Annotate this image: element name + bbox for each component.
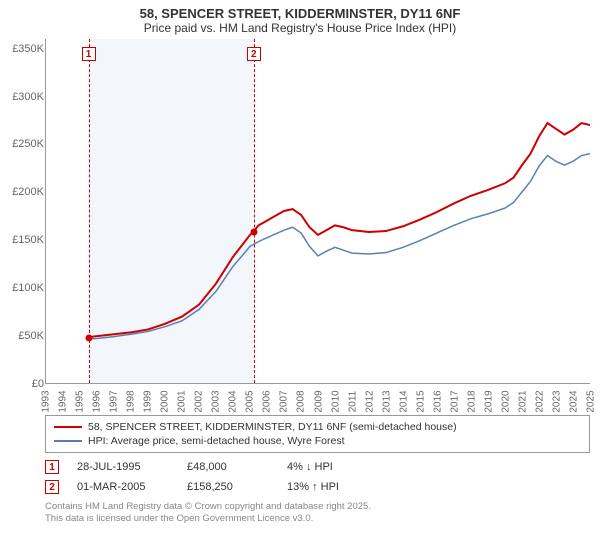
- x-tick-label: 1996: [92, 390, 103, 412]
- sale-dot: [250, 229, 257, 236]
- x-tick-label: 1999: [143, 390, 154, 412]
- y-tick-label: £350K: [0, 43, 44, 55]
- y-tick-label: £0: [0, 378, 44, 390]
- legend-row: HPI: Average price, semi-detached house,…: [54, 434, 581, 448]
- sale-marker-box: 1: [82, 47, 96, 61]
- x-tick-label: 2014: [398, 390, 409, 412]
- sale-pct: 4% ↓ HPI: [287, 461, 397, 473]
- series-property: [89, 123, 590, 337]
- y-tick-label: £100K: [0, 282, 44, 294]
- chart-area: £0£50K£100K£150K£200K£250K£300K£350K1993…: [45, 39, 590, 409]
- x-tick-label: 2016: [432, 390, 443, 412]
- x-tick-label: 2025: [586, 390, 597, 412]
- copyright-line1: Contains HM Land Registry data © Crown c…: [45, 501, 590, 513]
- x-tick-label: 2000: [160, 390, 171, 412]
- legend-row: 58, SPENCER STREET, KIDDERMINSTER, DY11 …: [54, 420, 581, 434]
- copyright-notice: Contains HM Land Registry data © Crown c…: [45, 501, 590, 525]
- x-tick-label: 2015: [415, 390, 426, 412]
- x-tick-label: 2023: [551, 390, 562, 412]
- x-tick-label: 2013: [381, 390, 392, 412]
- y-tick-label: £150K: [0, 234, 44, 246]
- x-tick-label: 2001: [177, 390, 188, 412]
- x-tick-label: 2006: [262, 390, 273, 412]
- sale-dot: [85, 335, 92, 342]
- x-tick-label: 2010: [330, 390, 341, 412]
- sale-price: £48,000: [187, 461, 287, 473]
- sale-num-box: 1: [45, 460, 59, 474]
- title-address: 58, SPENCER STREET, KIDDERMINSTER, DY11 …: [0, 6, 600, 21]
- sale-row: 1 28-JUL-1995£48,0004% ↓ HPI: [45, 457, 590, 477]
- y-tick-label: £200K: [0, 186, 44, 198]
- x-tick-label: 2020: [500, 390, 511, 412]
- x-tick-label: 1994: [58, 390, 69, 412]
- sale-pct: 13% ↑ HPI: [287, 481, 397, 493]
- x-tick-label: 2017: [449, 390, 460, 412]
- plot-area: £0£50K£100K£150K£200K£250K£300K£350K1993…: [45, 39, 590, 384]
- sale-date: 28-JUL-1995: [77, 461, 187, 473]
- y-tick-label: £250K: [0, 138, 44, 150]
- sale-date: 01-MAR-2005: [77, 481, 187, 493]
- legend-swatch: [54, 426, 82, 428]
- x-tick-label: 2022: [534, 390, 545, 412]
- title-subtitle: Price paid vs. HM Land Registry's House …: [0, 21, 600, 35]
- sale-marker-box: 2: [247, 47, 261, 61]
- y-tick-label: £300K: [0, 91, 44, 103]
- x-tick-label: 2005: [245, 390, 256, 412]
- x-tick-label: 2024: [568, 390, 579, 412]
- y-tick-label: £50K: [0, 330, 44, 342]
- x-tick-label: 1997: [109, 390, 120, 412]
- x-tick-label: 2002: [194, 390, 205, 412]
- sales-table: 1 28-JUL-1995£48,0004% ↓ HPI 2 01-MAR-2005£…: [45, 457, 590, 497]
- legend: 58, SPENCER STREET, KIDDERMINSTER, DY11 …: [45, 415, 590, 453]
- x-tick-label: 2018: [466, 390, 477, 412]
- sale-marker-line: [89, 39, 90, 383]
- legend-label: HPI: Average price, semi-detached house,…: [88, 435, 345, 447]
- x-tick-label: 2007: [279, 390, 290, 412]
- copyright-line2: This data is licensed under the Open Gov…: [45, 513, 590, 525]
- sale-row: 2 01-MAR-2005£158,25013% ↑ HPI: [45, 477, 590, 497]
- sale-num-box: 2: [45, 480, 59, 494]
- chart-svg: [46, 39, 590, 383]
- x-tick-label: 2011: [347, 391, 358, 413]
- x-tick-label: 2008: [296, 390, 307, 412]
- legend-label: 58, SPENCER STREET, KIDDERMINSTER, DY11 …: [88, 421, 457, 433]
- x-tick-label: 2004: [228, 390, 239, 412]
- chart-title-block: 58, SPENCER STREET, KIDDERMINSTER, DY11 …: [0, 0, 600, 39]
- sale-price: £158,250: [187, 481, 287, 493]
- x-tick-label: 1998: [126, 390, 137, 412]
- legend-swatch: [54, 440, 82, 442]
- series-hpi: [89, 154, 590, 339]
- x-tick-label: 1995: [75, 390, 86, 412]
- sale-marker-line: [254, 39, 255, 383]
- x-tick-label: 2019: [483, 390, 494, 412]
- x-tick-label: 2009: [313, 390, 324, 412]
- x-tick-label: 1993: [41, 390, 52, 412]
- x-tick-label: 2003: [211, 390, 222, 412]
- x-tick-label: 2021: [517, 390, 528, 412]
- x-tick-label: 2012: [364, 390, 375, 412]
